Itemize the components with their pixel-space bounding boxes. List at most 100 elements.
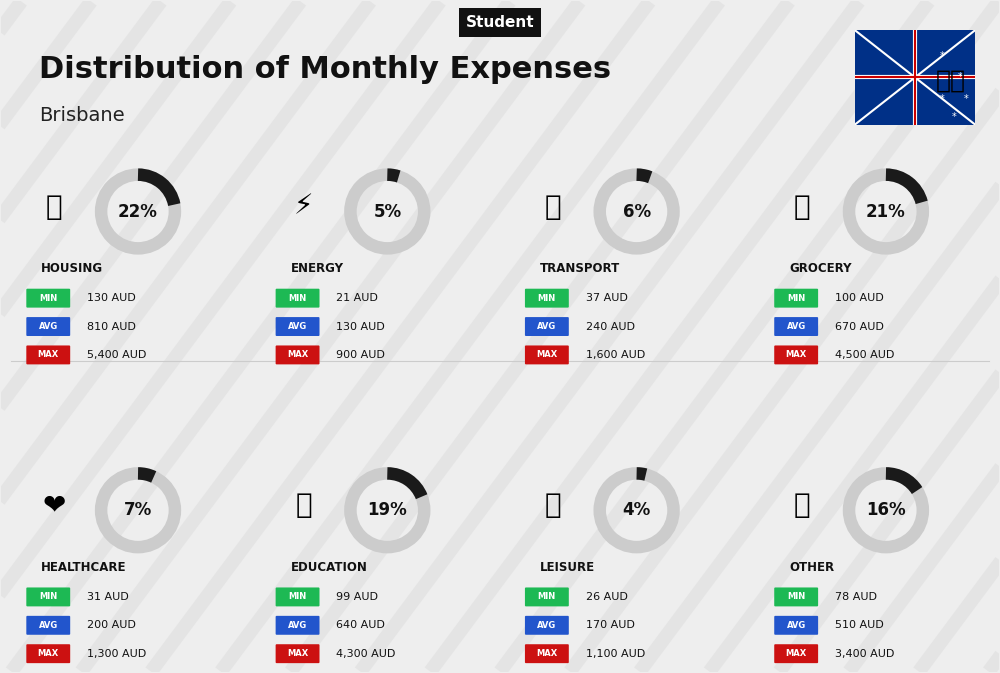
FancyBboxPatch shape	[26, 289, 70, 308]
Text: HEALTHCARE: HEALTHCARE	[41, 561, 127, 573]
Text: AVG: AVG	[537, 621, 556, 630]
Text: MAX: MAX	[38, 649, 59, 658]
FancyBboxPatch shape	[276, 588, 320, 606]
Text: 7%: 7%	[124, 501, 152, 520]
FancyBboxPatch shape	[26, 644, 70, 663]
Text: 240 AUD: 240 AUD	[586, 322, 635, 332]
FancyBboxPatch shape	[525, 616, 569, 635]
Text: *: *	[964, 94, 968, 104]
Text: 🏢: 🏢	[46, 192, 63, 221]
Text: AVG: AVG	[288, 322, 307, 331]
Text: 26 AUD: 26 AUD	[586, 592, 628, 602]
Text: MIN: MIN	[538, 592, 556, 602]
Text: MAX: MAX	[38, 351, 59, 359]
Text: Student: Student	[466, 15, 534, 30]
FancyBboxPatch shape	[852, 27, 978, 128]
Text: 🎓: 🎓	[295, 491, 312, 520]
Text: 1,300 AUD: 1,300 AUD	[87, 649, 146, 659]
Text: 16%: 16%	[866, 501, 906, 520]
FancyBboxPatch shape	[276, 289, 320, 308]
Text: 37 AUD: 37 AUD	[586, 293, 628, 303]
Text: EDUCATION: EDUCATION	[291, 561, 367, 573]
Text: MAX: MAX	[786, 351, 807, 359]
Text: 640 AUD: 640 AUD	[336, 621, 385, 631]
Text: 21 AUD: 21 AUD	[336, 293, 378, 303]
Text: MAX: MAX	[287, 351, 308, 359]
Text: MIN: MIN	[39, 293, 57, 303]
Text: MAX: MAX	[287, 649, 308, 658]
Text: OTHER: OTHER	[789, 561, 834, 573]
Text: 🇦🇺: 🇦🇺	[936, 69, 966, 93]
Text: MAX: MAX	[786, 649, 807, 658]
Text: 130 AUD: 130 AUD	[87, 293, 136, 303]
FancyBboxPatch shape	[525, 345, 569, 364]
Text: ⚡: ⚡	[294, 192, 313, 221]
Text: MIN: MIN	[39, 592, 57, 602]
FancyBboxPatch shape	[774, 588, 818, 606]
Text: 900 AUD: 900 AUD	[336, 350, 385, 360]
Text: 4,500 AUD: 4,500 AUD	[835, 350, 894, 360]
FancyBboxPatch shape	[774, 317, 818, 336]
Text: MIN: MIN	[787, 293, 805, 303]
FancyBboxPatch shape	[26, 588, 70, 606]
Text: 🛍: 🛍	[545, 491, 561, 520]
FancyBboxPatch shape	[276, 616, 320, 635]
Text: *: *	[940, 94, 944, 104]
Text: 21%: 21%	[866, 203, 906, 221]
Text: 200 AUD: 200 AUD	[87, 621, 136, 631]
Text: 🛒: 🛒	[794, 192, 810, 221]
FancyBboxPatch shape	[276, 317, 320, 336]
Text: *: *	[958, 73, 962, 82]
FancyBboxPatch shape	[525, 588, 569, 606]
Text: 1,600 AUD: 1,600 AUD	[586, 350, 645, 360]
Text: 130 AUD: 130 AUD	[336, 322, 385, 332]
Text: MIN: MIN	[288, 293, 307, 303]
Text: HOUSING: HOUSING	[41, 262, 103, 275]
Text: 810 AUD: 810 AUD	[87, 322, 136, 332]
Text: AVG: AVG	[787, 621, 806, 630]
Text: LEISURE: LEISURE	[540, 561, 595, 573]
Text: AVG: AVG	[39, 621, 58, 630]
Text: MIN: MIN	[288, 592, 307, 602]
Text: MAX: MAX	[536, 351, 557, 359]
FancyBboxPatch shape	[525, 317, 569, 336]
Text: *: *	[952, 112, 956, 122]
Text: MAX: MAX	[536, 649, 557, 658]
FancyBboxPatch shape	[774, 345, 818, 364]
Text: 3,400 AUD: 3,400 AUD	[835, 649, 894, 659]
FancyBboxPatch shape	[525, 644, 569, 663]
Text: 🚌: 🚌	[545, 192, 561, 221]
Text: 170 AUD: 170 AUD	[586, 621, 635, 631]
Text: GROCERY: GROCERY	[789, 262, 852, 275]
Text: 670 AUD: 670 AUD	[835, 322, 884, 332]
Text: AVG: AVG	[288, 621, 307, 630]
FancyBboxPatch shape	[26, 616, 70, 635]
Text: AVG: AVG	[39, 322, 58, 331]
FancyBboxPatch shape	[276, 345, 320, 364]
Text: Distribution of Monthly Expenses: Distribution of Monthly Expenses	[39, 55, 611, 83]
Text: ENERGY: ENERGY	[291, 262, 344, 275]
Text: 💰: 💰	[794, 491, 810, 520]
FancyBboxPatch shape	[26, 317, 70, 336]
Text: TRANSPORT: TRANSPORT	[540, 262, 620, 275]
Text: 510 AUD: 510 AUD	[835, 621, 884, 631]
Text: Brisbane: Brisbane	[39, 106, 125, 125]
Text: AVG: AVG	[537, 322, 556, 331]
Text: MIN: MIN	[538, 293, 556, 303]
Text: 78 AUD: 78 AUD	[835, 592, 877, 602]
FancyBboxPatch shape	[276, 644, 320, 663]
Text: 5%: 5%	[373, 203, 401, 221]
FancyBboxPatch shape	[774, 289, 818, 308]
Text: MIN: MIN	[787, 592, 805, 602]
Text: 19%: 19%	[367, 501, 407, 520]
Text: 99 AUD: 99 AUD	[336, 592, 378, 602]
Text: AVG: AVG	[787, 322, 806, 331]
FancyBboxPatch shape	[525, 289, 569, 308]
Text: 31 AUD: 31 AUD	[87, 592, 129, 602]
FancyBboxPatch shape	[26, 345, 70, 364]
Text: ❤: ❤	[43, 491, 66, 520]
Text: 4,300 AUD: 4,300 AUD	[336, 649, 396, 659]
Text: 1,100 AUD: 1,100 AUD	[586, 649, 645, 659]
Text: 4%: 4%	[622, 501, 651, 520]
Text: 5,400 AUD: 5,400 AUD	[87, 350, 147, 360]
